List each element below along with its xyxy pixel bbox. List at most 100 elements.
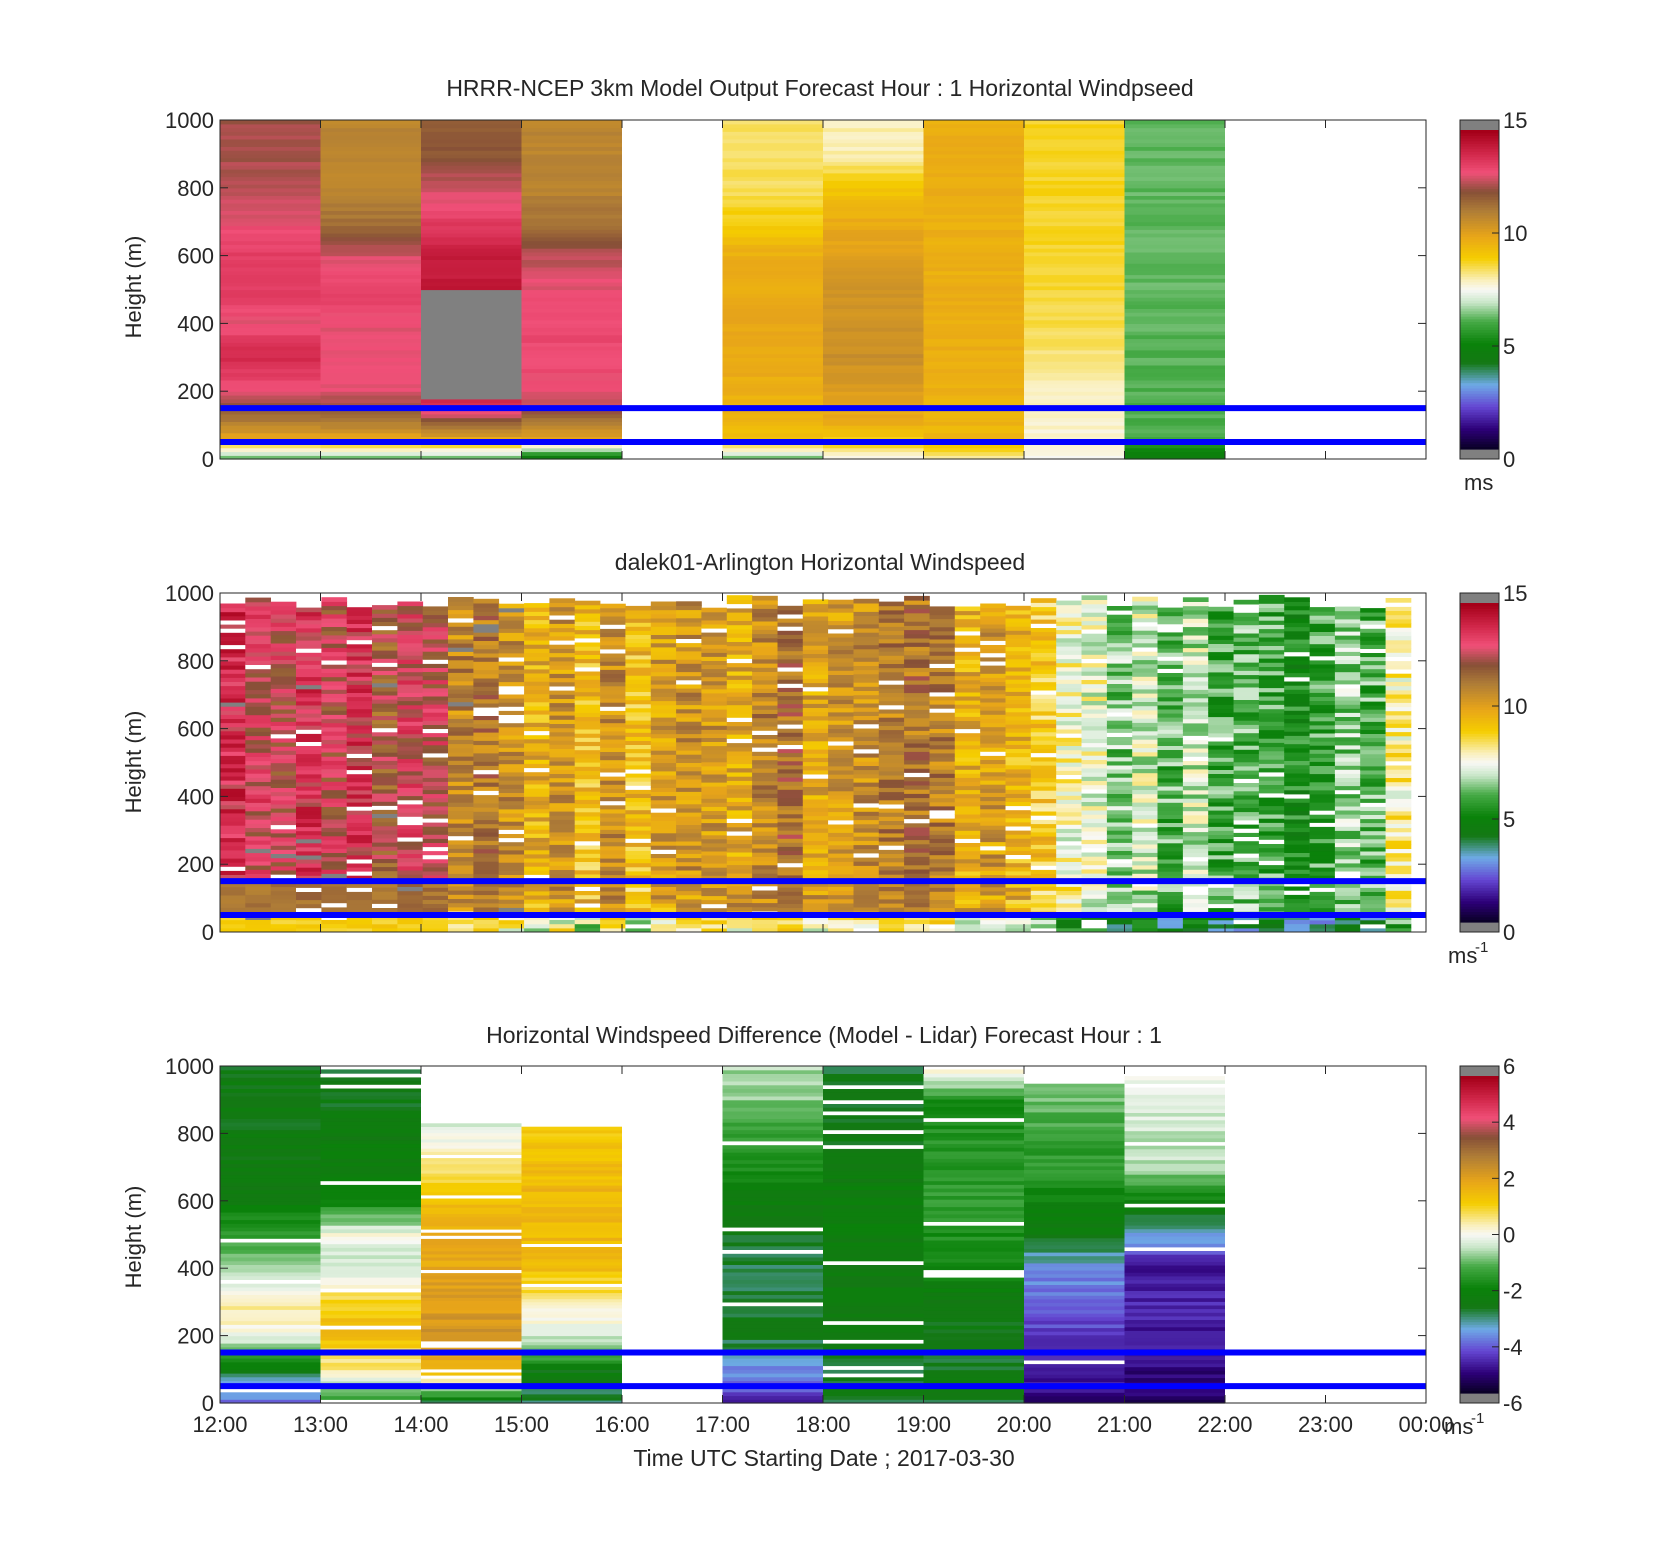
heatmap-cell xyxy=(954,862,981,868)
heatmap-cell xyxy=(521,297,622,302)
heatmap-cell xyxy=(473,882,500,887)
heatmap-cell xyxy=(676,630,702,635)
heatmap-cell xyxy=(421,364,522,370)
heatmap-cell xyxy=(1056,927,1082,933)
heatmap-cell xyxy=(422,793,449,799)
heatmap-cell xyxy=(1030,715,1057,720)
heatmap-cell xyxy=(1024,199,1125,204)
heatmap-cell xyxy=(220,146,321,151)
heatmap-cell xyxy=(1081,650,1108,655)
heatmap-cell xyxy=(853,632,880,637)
heatmap-cell xyxy=(1309,684,1336,689)
heatmap-cell xyxy=(1360,721,1386,726)
heatmap-cell xyxy=(473,782,500,787)
heatmap-cell xyxy=(853,765,880,771)
heatmap-cell xyxy=(1030,623,1057,628)
heatmap-cell xyxy=(421,319,522,324)
heatmap-cell xyxy=(270,659,297,665)
colorbar-swatch xyxy=(1460,898,1499,902)
heatmap-cell xyxy=(321,823,348,828)
heatmap-cell xyxy=(549,727,576,733)
heatmap-cell xyxy=(1309,688,1336,693)
heatmap-cell xyxy=(1258,632,1285,638)
heatmap-cell xyxy=(245,756,271,762)
heatmap-cell xyxy=(321,756,348,761)
heatmap-cell xyxy=(1284,664,1310,669)
heatmap-cell xyxy=(853,898,880,904)
heatmap-cell xyxy=(802,774,829,779)
heatmap-cell xyxy=(1182,722,1209,728)
colorbar-swatch xyxy=(1460,332,1499,336)
heatmap-cell xyxy=(1233,649,1260,655)
heatmap-cell xyxy=(1309,915,1336,921)
heatmap-cell xyxy=(823,395,924,400)
heatmap-cell xyxy=(220,270,321,276)
heatmap-cell xyxy=(701,628,728,633)
heatmap-cell xyxy=(321,802,348,807)
heatmap-cell xyxy=(448,676,474,682)
heatmap-cell xyxy=(1233,699,1260,705)
heatmap-cell xyxy=(676,746,702,751)
heatmap-cell xyxy=(625,614,652,619)
heatmap-cell xyxy=(726,873,753,878)
heatmap-cell xyxy=(980,771,1006,777)
heatmap-cell xyxy=(625,887,652,892)
heatmap-cell xyxy=(220,698,246,703)
heatmap-cell xyxy=(676,675,702,681)
heatmap-cell xyxy=(321,747,348,753)
heatmap-cell xyxy=(320,270,421,276)
heatmap-cell xyxy=(929,732,956,738)
heatmap-cell xyxy=(498,714,525,720)
heatmap-cell xyxy=(1385,785,1412,791)
heatmap-cell xyxy=(853,773,880,779)
heatmap-cell xyxy=(448,613,474,619)
heatmap-cell xyxy=(823,383,924,389)
heatmap-cell xyxy=(397,894,424,900)
heatmap-cell xyxy=(1030,781,1057,787)
heatmap-cell xyxy=(346,611,373,616)
heatmap-cell xyxy=(904,734,930,740)
heatmap-cell xyxy=(722,428,823,434)
heatmap-cell xyxy=(1024,451,1125,456)
lidar-column xyxy=(650,601,677,933)
heatmap-cell xyxy=(726,679,753,685)
heatmap-cell xyxy=(1385,648,1412,653)
heatmap-cell xyxy=(245,651,271,657)
heatmap-cell xyxy=(448,818,474,824)
heatmap-cell xyxy=(1056,708,1082,713)
heatmap-cell xyxy=(220,274,321,279)
heatmap-cell xyxy=(422,875,449,880)
heatmap-cell xyxy=(1182,789,1209,795)
heatmap-cell xyxy=(701,773,728,779)
heatmap-cell xyxy=(1157,842,1184,848)
colorbar-swatch xyxy=(1460,363,1499,368)
heatmap-cell xyxy=(650,737,677,743)
heatmap-cell xyxy=(524,619,550,625)
heatmap-cell xyxy=(1030,723,1057,729)
heatmap-cell xyxy=(574,679,601,684)
heatmap-cell xyxy=(1309,745,1336,750)
heatmap-cell xyxy=(777,634,804,639)
heatmap-cell xyxy=(220,800,246,806)
heatmap-cell xyxy=(777,846,804,851)
heatmap-cell xyxy=(421,274,522,279)
heatmap-cell xyxy=(521,172,622,178)
heatmap-cell xyxy=(650,642,677,648)
heatmap-cell xyxy=(1182,718,1209,724)
heatmap-cell xyxy=(1132,605,1158,610)
heatmap-cell xyxy=(929,634,956,640)
heatmap-cell xyxy=(625,724,652,729)
heatmap-cell xyxy=(1132,714,1158,719)
heatmap-cell xyxy=(1360,919,1386,925)
heatmap-cell xyxy=(422,748,449,754)
colorbar-swatch xyxy=(1460,866,1499,870)
heatmap-cell xyxy=(1309,700,1336,706)
heatmap-cell xyxy=(1132,823,1158,828)
heatmap-cell xyxy=(853,678,880,683)
heatmap-cell xyxy=(1208,899,1234,905)
heatmap-cell xyxy=(320,297,421,302)
heatmap-cell xyxy=(1005,638,1032,643)
heatmap-cell xyxy=(421,353,522,358)
heatmap-cell xyxy=(701,713,728,718)
heatmap-cell xyxy=(980,685,1006,691)
